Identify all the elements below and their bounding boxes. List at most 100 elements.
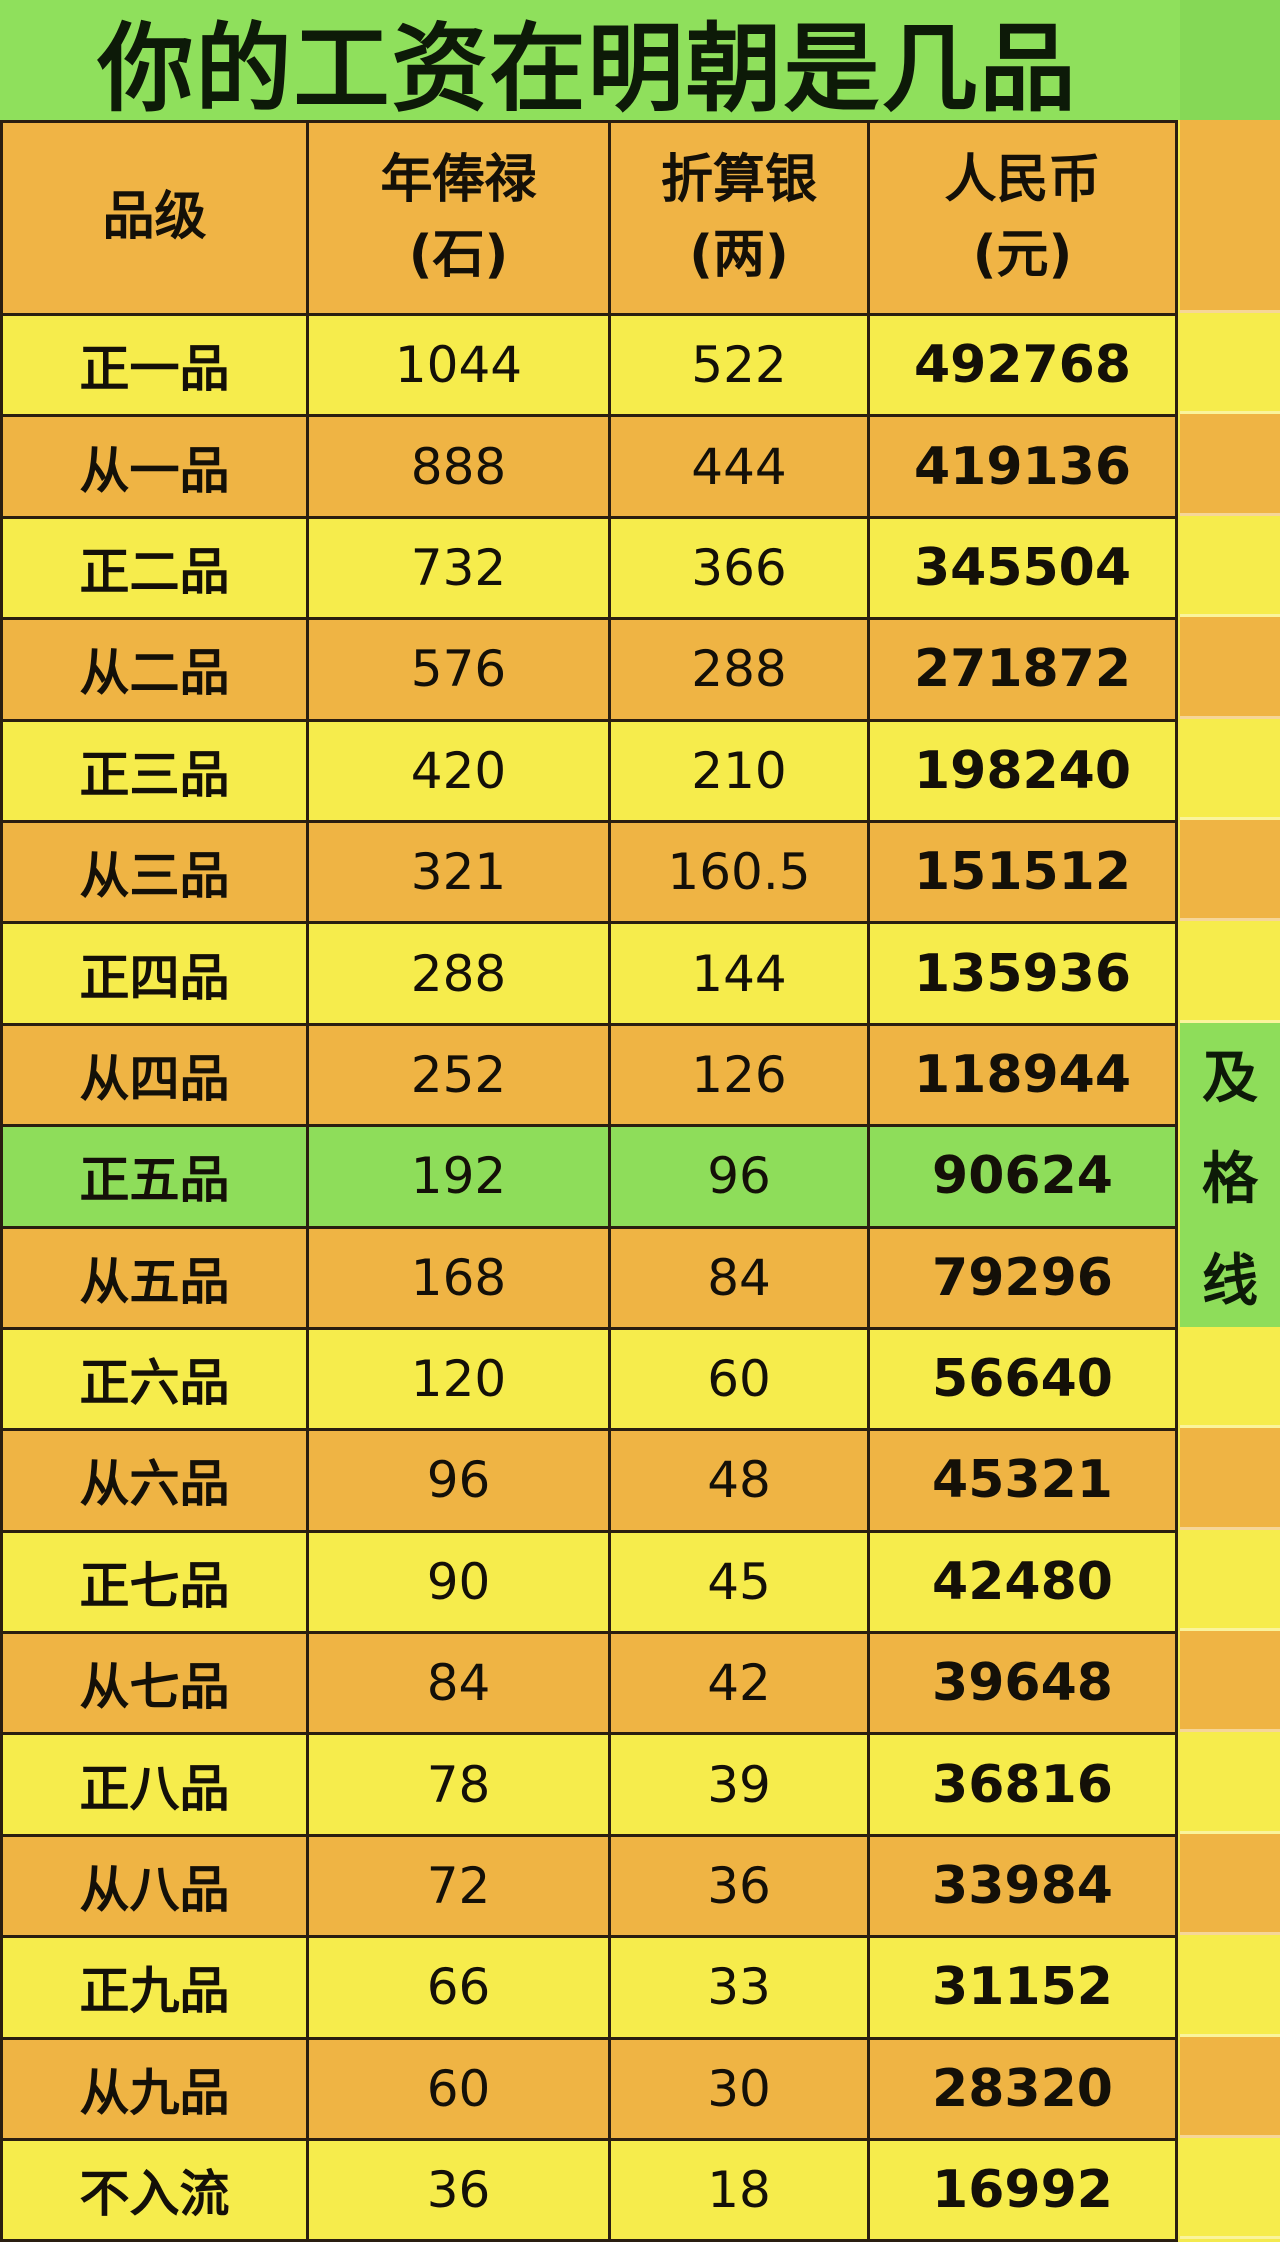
rmb-cell: 79296 (867, 1225, 1178, 1330)
header-silver-label: 折算银 (660, 149, 817, 210)
silver-cell: 18 (608, 2138, 870, 2242)
silver-cell: 366 (608, 515, 870, 621)
grade-cell: 正五品 (0, 1124, 309, 1229)
table-row: 正一品 1044 522 492768 (0, 312, 1178, 418)
table-row: 正四品 288 144 135936 (0, 921, 1178, 1026)
rice-cell: 90 (306, 1529, 611, 1635)
rice-cell: 321 (306, 819, 611, 925)
salary-table: 品级 年俸禄 (石) 折算银 (两) 人民币 (元) 正一品 1044 522 492768… (0, 120, 1178, 2242)
header-rmb-unit: (元) (972, 225, 1073, 285)
side-cell (1180, 2138, 1280, 2240)
side-cell (1180, 1732, 1280, 1834)
rmb-cell: 45321 (867, 1428, 1178, 1533)
rmb-cell: 33984 (867, 1833, 1178, 1939)
side-header-cell (1180, 120, 1280, 313)
header-rice: 年俸禄 (石) (306, 120, 611, 316)
header-rmb-label: 人民币 (944, 149, 1101, 210)
rice-cell: 78 (306, 1732, 611, 1837)
silver-cell: 444 (608, 414, 870, 519)
side-cell (1180, 617, 1280, 719)
table-row: 正五品 192 96 90624 (0, 1124, 1178, 1229)
table-row: 从三品 321 160.5 151512 (0, 819, 1178, 925)
side-cell (1180, 313, 1280, 415)
grade-cell: 正一品 (0, 312, 309, 418)
rmb-cell: 135936 (867, 921, 1178, 1026)
table-row: 不入流 36 18 16992 (0, 2138, 1178, 2242)
pass-line-label: 及 格 线 (1180, 1022, 1280, 1327)
side-cell (1180, 1935, 1280, 2037)
grade-cell: 正八品 (0, 1732, 309, 1837)
silver-cell: 96 (608, 1124, 870, 1229)
rice-cell: 84 (306, 1631, 611, 1736)
table-row: 正六品 120 60 56640 (0, 1326, 1178, 1432)
grade-cell: 正四品 (0, 921, 309, 1026)
grade-cell: 正九品 (0, 1935, 309, 2040)
rmb-cell: 271872 (867, 617, 1178, 722)
grade-cell: 从二品 (0, 617, 309, 722)
grade-cell: 从三品 (0, 819, 309, 925)
rmb-cell: 198240 (867, 718, 1178, 823)
silver-cell: 160.5 (608, 819, 870, 925)
header-rmb: 人民币 (元) (867, 120, 1178, 316)
rice-cell: 288 (306, 921, 611, 1026)
header-rice-unit: (石) (408, 225, 509, 285)
rmb-cell: 492768 (867, 312, 1178, 418)
rmb-cell: 36816 (867, 1732, 1178, 1837)
grade-cell: 从九品 (0, 2036, 309, 2142)
rmb-cell: 118944 (867, 1022, 1178, 1128)
header-silver-unit: (两) (689, 225, 789, 285)
silver-cell: 144 (608, 921, 870, 1026)
grade-cell: 从一品 (0, 414, 309, 519)
header-rice-label: 年俸禄 (380, 149, 537, 210)
rice-cell: 888 (306, 414, 611, 519)
silver-cell: 48 (608, 1428, 870, 1533)
rice-cell: 732 (306, 515, 611, 621)
side-cell (1180, 414, 1280, 516)
grade-cell: 从七品 (0, 1631, 309, 1736)
pass-line-char: 格 (1202, 1147, 1258, 1213)
silver-cell: 84 (608, 1225, 870, 1330)
header-silver: 折算银 (两) (608, 120, 870, 316)
grade-cell: 正六品 (0, 1326, 309, 1432)
header-grade: 品级 (0, 120, 309, 316)
side-cell (1180, 718, 1280, 820)
side-cell (1180, 1631, 1280, 1733)
pass-line-char: 及 (1202, 1045, 1258, 1111)
silver-cell: 210 (608, 718, 870, 823)
table-row: 从五品 168 84 79296 (0, 1225, 1178, 1330)
table-row: 从七品 84 42 39648 (0, 1631, 1178, 1736)
table-row: 从九品 60 30 28320 (0, 2036, 1178, 2142)
grade-cell: 正七品 (0, 1529, 309, 1635)
table-row: 正七品 90 45 42480 (0, 1529, 1178, 1635)
silver-cell: 288 (608, 617, 870, 722)
side-cell (1180, 1326, 1280, 1429)
rice-cell: 420 (306, 718, 611, 823)
rmb-cell: 31152 (867, 1935, 1178, 2040)
grade-cell: 从四品 (0, 1022, 309, 1128)
side-cell (1180, 1833, 1280, 1936)
grade-cell: 从六品 (0, 1428, 309, 1533)
grade-cell: 不入流 (0, 2138, 309, 2242)
rice-cell: 72 (306, 1833, 611, 1939)
table-row: 正二品 732 366 345504 (0, 515, 1178, 621)
silver-cell: 45 (608, 1529, 870, 1635)
table-row: 正九品 66 33 31152 (0, 1935, 1178, 2040)
rice-cell: 576 (306, 617, 611, 722)
table-row: 正八品 78 39 36816 (0, 1732, 1178, 1837)
rice-cell: 252 (306, 1022, 611, 1128)
grade-cell: 正二品 (0, 515, 309, 621)
side-cell (1180, 921, 1280, 1023)
rmb-cell: 39648 (867, 1631, 1178, 1736)
silver-cell: 30 (608, 2036, 870, 2142)
table-row: 从八品 72 36 33984 (0, 1833, 1178, 1939)
table-header-row: 品级 年俸禄 (石) 折算银 (两) 人民币 (元) (0, 120, 1178, 316)
pass-line-char: 线 (1202, 1248, 1258, 1314)
rmb-cell: 419136 (867, 414, 1178, 519)
silver-cell: 36 (608, 1833, 870, 1939)
table-row: 从四品 252 126 118944 (0, 1022, 1178, 1128)
silver-cell: 33 (608, 1935, 870, 2040)
grade-cell: 正三品 (0, 718, 309, 823)
table-row: 从一品 888 444 419136 (0, 414, 1178, 519)
silver-cell: 39 (608, 1732, 870, 1837)
silver-cell: 42 (608, 1631, 870, 1736)
